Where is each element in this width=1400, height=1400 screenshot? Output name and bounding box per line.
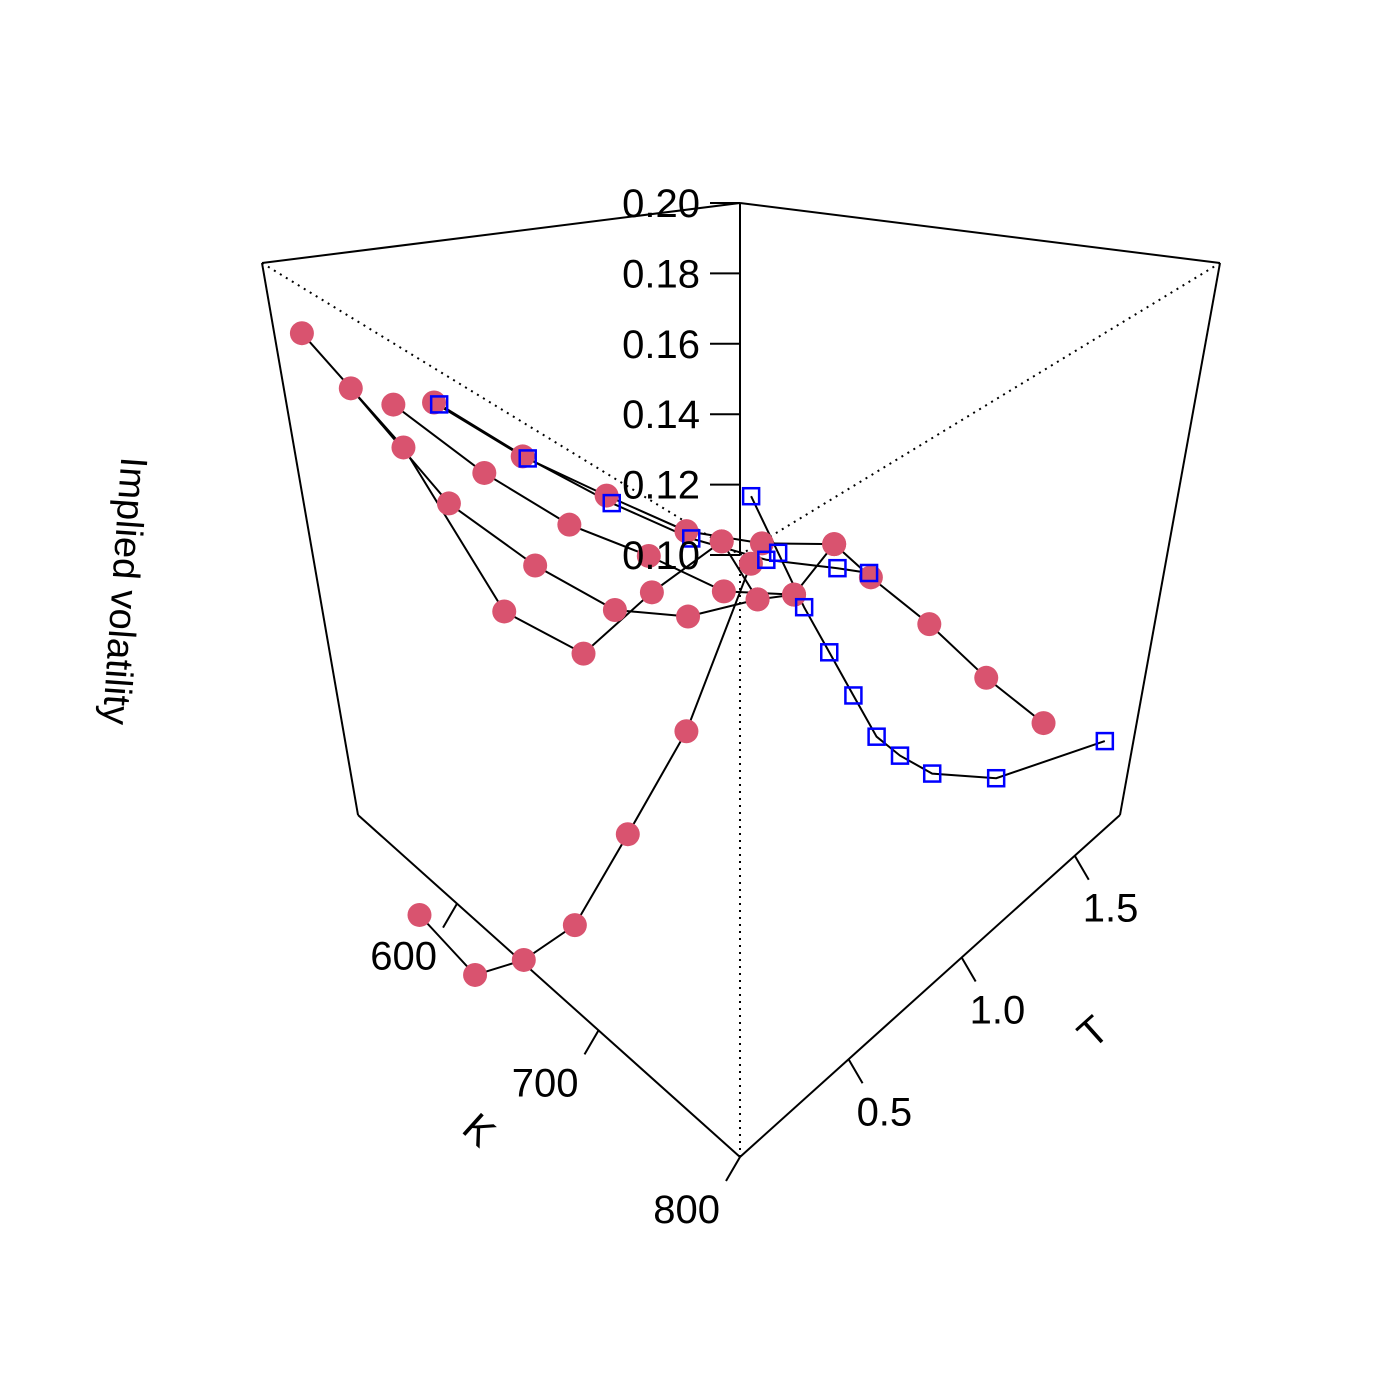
plot-box	[261, 202, 1221, 1158]
series-0-curve-1-point-1	[436, 491, 461, 516]
series-0-curve-0-point-2	[492, 599, 517, 624]
data-curves	[301, 332, 1106, 977]
y-tick-mark	[847, 1058, 864, 1084]
x-tick-label: 600	[370, 935, 437, 979]
series-0-curve-0-point-4	[639, 580, 664, 605]
series-1-curve-1-point-6	[890, 746, 910, 765]
series-0-curve-4-point-4	[511, 947, 536, 972]
y-tick-mark	[960, 956, 977, 983]
series-0-curve-2-point-3	[636, 543, 661, 568]
z-axis-label: Implied volatility	[94, 456, 155, 726]
x-tick-label: 700	[512, 1061, 579, 1105]
data-markers	[289, 321, 1115, 987]
series-1-curve-1-point-9	[1095, 731, 1115, 751]
series-0-curve-2-point-0	[381, 392, 406, 417]
series-0-curve-4-point-5	[463, 962, 488, 987]
box-hidden-edge-ft-bb	[261, 262, 741, 556]
series-1-curve-0-point-3	[682, 529, 701, 548]
series-0-curve-0-point-0	[289, 321, 314, 346]
series-1-curve-1-point-8	[986, 768, 1006, 788]
x-tick-mark	[583, 1029, 600, 1055]
box-edge-fb-ft	[261, 262, 359, 816]
series-1-curve-1-point-5	[867, 727, 886, 746]
series-1-curve-1-point-7	[922, 764, 942, 783]
y-tick-label: 0.5	[857, 1090, 913, 1134]
series-0-curve-5-point-4	[858, 565, 883, 590]
z-tick-label: 0.18	[622, 252, 700, 296]
series-1-curve-0-point-0	[429, 395, 449, 414]
z-tick-label: 0.10	[622, 534, 700, 578]
series-1-curve-1-point-0	[741, 486, 761, 506]
series-0-curve-1-point-3	[602, 598, 627, 623]
series-0-curve-4-point-3	[562, 913, 587, 938]
series-0-curve-1-point-4	[676, 604, 701, 629]
series-0-curve-5-point-2	[782, 582, 807, 607]
series-1-curve-0-point-5	[828, 558, 847, 578]
series-0-curve-4-point-1	[674, 719, 699, 744]
series-1-curve-1-point-4	[844, 686, 863, 705]
x-tick-mark	[442, 903, 458, 929]
series-0-curve-2-point-2	[557, 512, 582, 537]
series-0-curve-5-point-5	[917, 612, 942, 637]
z-tick-label: 0.14	[622, 393, 700, 437]
x-tick-label: 800	[653, 1188, 720, 1232]
axes: 0.10 0.12 0.14 0.16 0.18 0.20 600 700 800 0.5 1.0 1…	[94, 182, 1139, 1232]
z-tick-label: 0.12	[622, 464, 700, 508]
series-0-curve-0-point-3	[571, 641, 596, 666]
series-0-curve-5-point-6	[974, 665, 999, 690]
series-0-curve-5-point-1	[745, 587, 770, 612]
series-1-curve-1	[750, 495, 1106, 780]
series-0-curve-3-point-1	[510, 444, 535, 469]
box-edge-br-brt	[1119, 262, 1221, 816]
y-tick-label: 1.0	[970, 989, 1026, 1033]
box-edge-fb-fr	[357, 814, 741, 1158]
series-0-curve-5-point-7	[1031, 711, 1056, 736]
box-edge-ft-bbt	[261, 202, 741, 264]
series-0-curve-5-point-3	[822, 532, 847, 557]
z-tick-label: 0.16	[622, 323, 700, 367]
series-0-curve-1-point-2	[523, 553, 548, 578]
series-0-curve-0	[301, 332, 723, 655]
series-1-curve-0-point-1	[518, 449, 537, 468]
y-axis-label: T	[1070, 1008, 1118, 1057]
x-axis-label: K	[454, 1105, 504, 1156]
series-0-curve-2-point-1	[472, 460, 497, 485]
series-1-curve-0-point-6	[859, 563, 879, 583]
y-tick-label: 1.5	[1083, 887, 1139, 931]
series-0-curve-3-point-0	[422, 390, 447, 415]
series-0-curve-4-point-6	[407, 902, 432, 927]
series-1-curve-0-point-2	[602, 493, 621, 513]
box-edge-bbt-brt	[739, 202, 1221, 264]
series-1-curve-1-point-2	[794, 597, 814, 617]
series-0-curve-0-point-1	[391, 435, 416, 460]
series-1-curve-1-point-3	[820, 643, 839, 662]
series-0-curve-4-point-0	[738, 551, 763, 576]
series-0-curve-5-point-0	[709, 529, 734, 554]
box-hidden-edge-bb-brt	[739, 262, 1221, 556]
series-0-curve-4-point-2	[615, 822, 640, 847]
box-edge-fr-br	[739, 814, 1121, 1158]
x-tick-mark	[725, 1156, 741, 1182]
series-0-curve-2-point-4	[711, 579, 736, 604]
z-tick-label: 0.20	[622, 182, 700, 226]
series-0-curve-3-point-4	[749, 531, 774, 556]
y-tick-mark	[1073, 855, 1090, 881]
series-1-curve-1-point-1	[768, 543, 788, 563]
series-0-curve-1-point-0	[338, 376, 363, 401]
